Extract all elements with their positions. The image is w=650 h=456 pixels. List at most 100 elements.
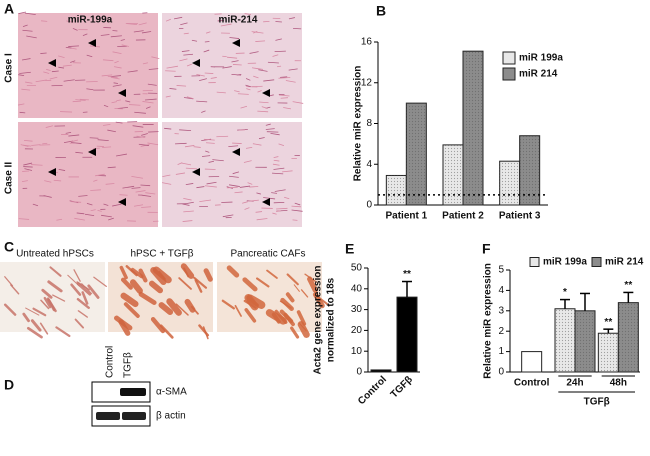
arrowhead [118, 198, 126, 206]
fiber [272, 172, 284, 175]
cell [307, 276, 318, 293]
cell [76, 297, 90, 309]
fiber [90, 209, 96, 212]
bar-texture [463, 51, 483, 206]
fiber [131, 187, 141, 189]
fiber [72, 100, 82, 103]
cell [285, 292, 295, 303]
significance-label: ** [403, 269, 411, 280]
fiber [116, 99, 122, 102]
fiber [111, 101, 118, 104]
fiber [108, 217, 114, 221]
fiber [183, 197, 192, 201]
fiber [249, 51, 259, 54]
fiber [206, 142, 215, 144]
fiber [32, 203, 39, 207]
fiber [100, 34, 110, 36]
cell [178, 277, 192, 290]
fiber [25, 81, 33, 84]
cell [39, 322, 49, 335]
significance-label: ** [604, 317, 612, 328]
x-tick-label: 48h [610, 378, 627, 389]
panel-label: E [345, 241, 354, 257]
fiber [23, 139, 33, 142]
fiber [147, 83, 157, 86]
fiber [138, 143, 149, 146]
arrowhead [192, 168, 200, 176]
cell [150, 267, 167, 286]
fiber [185, 183, 194, 186]
cell [274, 309, 288, 324]
fiber [90, 189, 101, 191]
arrowhead [48, 59, 56, 67]
fiber [142, 62, 149, 65]
fiber [24, 168, 33, 171]
bar-texture [555, 308, 575, 372]
y-tick-label: 5 [498, 265, 504, 276]
fiber [131, 175, 144, 179]
arrowhead [262, 198, 270, 206]
cell [283, 312, 295, 327]
fiber [165, 70, 176, 72]
fiber [291, 209, 303, 212]
fiber [162, 174, 171, 177]
fiber [79, 98, 89, 101]
fiber [66, 20, 74, 23]
cell [290, 326, 300, 339]
y-axis-label: Relative miR expression [483, 263, 494, 379]
fiber [204, 185, 217, 188]
legend-swatch [502, 67, 516, 81]
panel-label: A [4, 1, 14, 17]
cell [30, 319, 42, 332]
cell [120, 277, 133, 290]
fiber [280, 76, 288, 78]
fiber [203, 49, 210, 53]
y-tick-label: 10 [351, 346, 363, 357]
bar [396, 296, 418, 373]
cell [70, 283, 82, 296]
fiber [191, 39, 198, 42]
fiber [40, 20, 48, 22]
cell [256, 277, 270, 288]
fiber [140, 144, 150, 147]
fiber [84, 213, 95, 217]
cell [4, 276, 14, 287]
fiber [44, 180, 52, 183]
tissue-image [162, 122, 302, 227]
bar-texture [575, 310, 595, 372]
cell [246, 294, 266, 309]
fiber [273, 156, 279, 159]
fiber [239, 185, 251, 188]
fiber [24, 12, 36, 16]
fiber [97, 139, 109, 142]
significance-label: * [563, 287, 567, 298]
cell [47, 280, 63, 293]
panel-label: B [376, 3, 386, 19]
fiber [142, 101, 154, 104]
fiber [51, 70, 59, 73]
fiber [53, 179, 62, 182]
cell [52, 294, 66, 302]
lane-label: Control [105, 346, 116, 378]
fiber [129, 104, 141, 106]
fiber [42, 142, 48, 145]
fiber [127, 70, 138, 73]
arrowhead [232, 148, 240, 156]
x-tick-label: Control [356, 374, 389, 407]
fiber [186, 201, 194, 205]
fiber [251, 67, 263, 70]
fiber [86, 88, 94, 91]
cell [32, 307, 47, 317]
fiber [135, 190, 146, 193]
fiber [93, 179, 98, 182]
fiber [183, 53, 194, 56]
fiber [74, 217, 85, 221]
fiber [113, 66, 122, 69]
fiber [147, 142, 159, 146]
fiber [112, 203, 122, 207]
fiber [265, 128, 275, 130]
fiber [103, 203, 109, 206]
lane-label: TGFβ [123, 352, 134, 378]
panel-label: D [4, 377, 14, 393]
y-tick-label: 30 [351, 304, 363, 315]
